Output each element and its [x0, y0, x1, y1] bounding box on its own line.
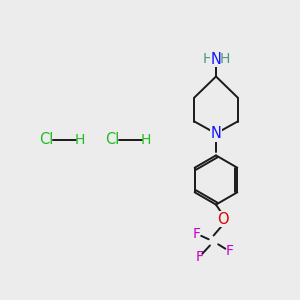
Text: Cl: Cl: [39, 132, 54, 147]
Text: H: H: [74, 133, 85, 146]
Text: F: F: [195, 250, 203, 264]
Text: N: N: [211, 52, 221, 67]
Text: F: F: [225, 244, 233, 258]
Text: H: H: [140, 133, 151, 146]
Text: N: N: [211, 126, 221, 141]
Text: H: H: [219, 52, 230, 66]
Text: Cl: Cl: [105, 132, 120, 147]
Text: H: H: [202, 52, 213, 66]
Text: F: F: [193, 227, 201, 241]
Text: O: O: [217, 212, 228, 226]
